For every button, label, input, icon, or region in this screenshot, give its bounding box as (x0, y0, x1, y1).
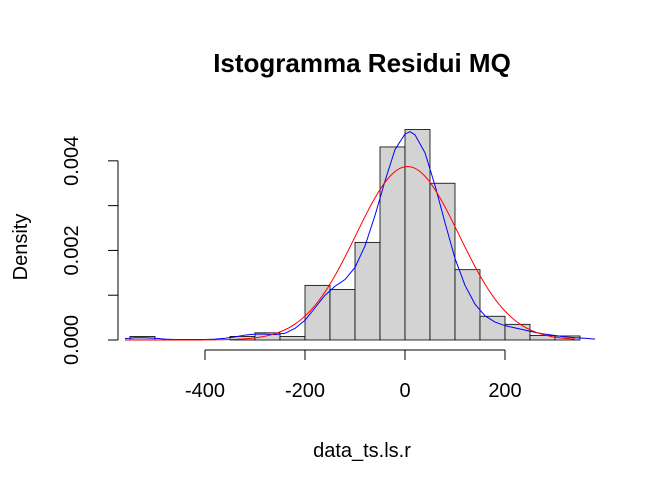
chart-title: Istogramma Residui MQ (213, 48, 511, 78)
x-axis: -400 -200 0 200 (185, 349, 522, 402)
normal-density-line (125, 166, 576, 341)
histogram-bar (329, 288, 356, 341)
histogram-bar (454, 269, 481, 341)
histogram-bar (504, 323, 531, 341)
y-tick-label: 0.004 (61, 136, 83, 186)
histogram-bar (404, 129, 431, 341)
x-tick-label: 0 (399, 380, 410, 402)
histogram-bars (129, 129, 581, 341)
y-tick-label: 0.000 (61, 315, 83, 365)
x-tick-label: -200 (285, 380, 325, 402)
x-tick-label: -400 (185, 380, 225, 402)
y-axis-label: Density (10, 214, 32, 281)
x-tick-label: 200 (488, 380, 521, 402)
y-tick-label: 0.002 (61, 225, 83, 275)
x-axis-label: data_ts.ls.r (313, 440, 411, 462)
histogram-bar (479, 315, 506, 341)
histogram-bar (379, 146, 406, 341)
density-curves (124, 131, 596, 341)
histogram-bar (429, 182, 456, 341)
histogram-bar (279, 336, 306, 341)
histogram-bar (354, 241, 381, 341)
y-axis: 0.000 0.002 0.004 (61, 136, 119, 365)
